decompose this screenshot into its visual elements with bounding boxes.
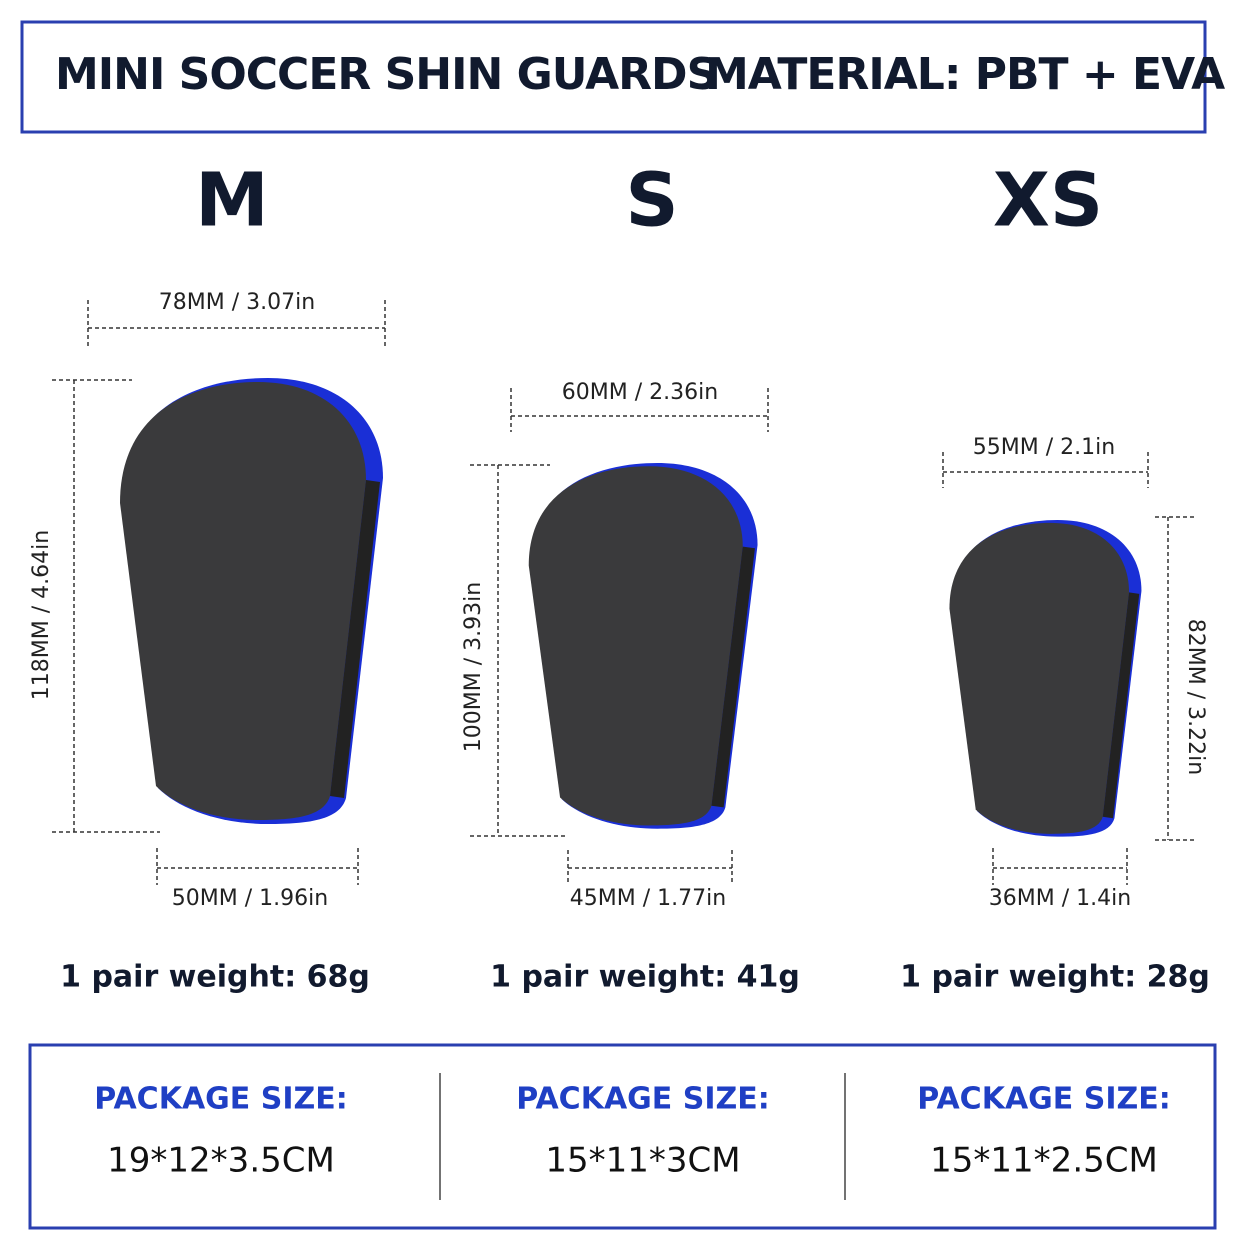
guard-image	[120, 378, 383, 824]
dimension: 45MM / 1.77in	[570, 886, 726, 911]
material: MATERIAL: PBT + EVA	[705, 49, 1225, 100]
dimension-line	[156, 848, 359, 885]
dimension: 82MM / 3.22in	[1183, 619, 1208, 775]
dimension-line	[1155, 516, 1195, 841]
guard-image	[949, 520, 1142, 837]
weight: 1 pair weight: 68g	[60, 960, 370, 995]
weight: 1 pair weight: 41g	[490, 960, 800, 995]
dimension: 36MM / 1.4in	[989, 886, 1131, 911]
dimension-line	[52, 379, 160, 833]
package-value: 15*11*3CM	[545, 1141, 740, 1181]
package-label: PACKAGE SIZE:	[94, 1082, 348, 1117]
guard-image	[528, 463, 758, 829]
dimension: 60MM / 2.36in	[562, 380, 718, 405]
weight: 1 pair weight: 28g	[900, 960, 1210, 995]
package-label: PACKAGE SIZE:	[516, 1082, 770, 1117]
header-box	[20, 20, 1207, 134]
package-label: PACKAGE SIZE:	[917, 1082, 1171, 1117]
dimension: 55MM / 2.1in	[973, 435, 1115, 460]
dimension-line	[470, 464, 568, 837]
dimension-line	[567, 850, 733, 885]
package-box	[28, 1043, 1217, 1230]
dimension: 50MM / 1.96in	[172, 886, 328, 911]
dimension: 100MM / 3.93in	[461, 582, 486, 752]
package-value: 19*12*3.5CM	[107, 1141, 335, 1181]
dimension-line	[942, 452, 1149, 488]
size-label: M	[195, 158, 269, 244]
package-value: 15*11*2.5CM	[930, 1141, 1158, 1181]
dimension-line	[87, 300, 386, 346]
dimension-line	[992, 848, 1128, 885]
dimension: 118MM / 4.64in	[29, 530, 54, 700]
title: MINI SOCCER SHIN GUARDS	[55, 49, 717, 100]
size-label: XS	[993, 158, 1103, 244]
dimension-line	[510, 388, 769, 432]
size-label: S	[625, 158, 678, 244]
dimension: 78MM / 3.07in	[159, 290, 315, 315]
